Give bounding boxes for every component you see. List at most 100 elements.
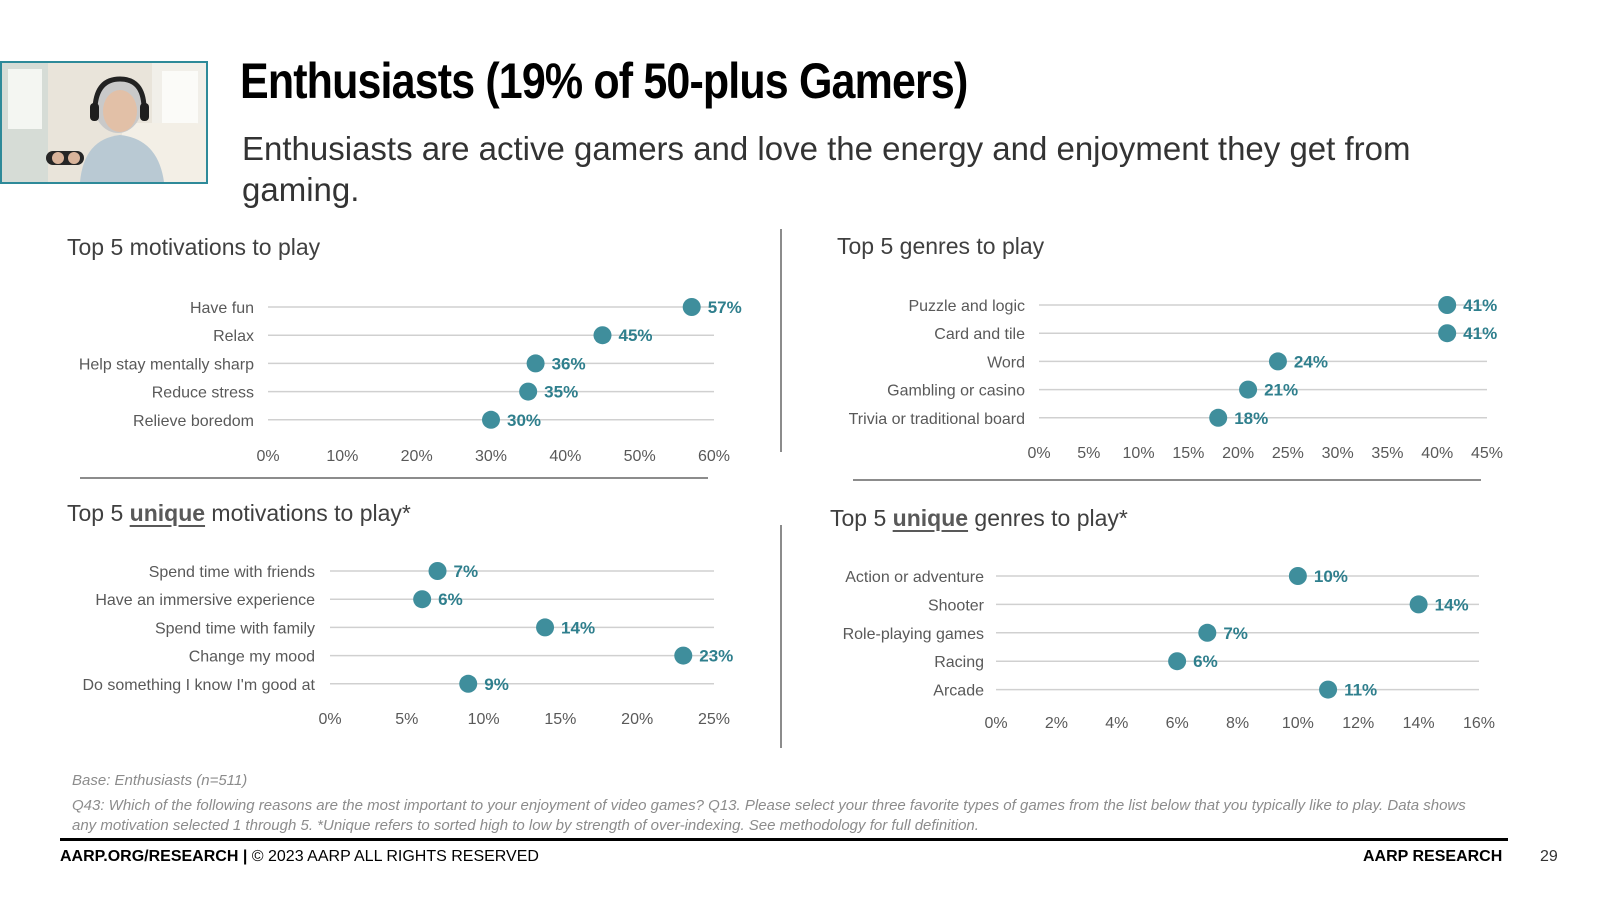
tick-label: 12% bbox=[1342, 715, 1374, 732]
data-point bbox=[674, 646, 693, 665]
tick-label: 30% bbox=[1322, 445, 1354, 462]
tick-label: 16% bbox=[1463, 715, 1495, 732]
chart-title-unique-motivations: Top 5 unique motivations to play* bbox=[67, 500, 411, 527]
data-point bbox=[536, 618, 555, 637]
value-label: 14% bbox=[561, 618, 595, 637]
tick-label: 10% bbox=[1123, 445, 1155, 462]
tick-label: 6% bbox=[1166, 715, 1189, 732]
vertical-divider-bottom bbox=[780, 525, 782, 748]
category-label: Change my mood bbox=[189, 649, 315, 666]
category-label: Arcade bbox=[933, 683, 984, 700]
tick-label: 0% bbox=[984, 715, 1007, 732]
tick-label: 15% bbox=[544, 711, 576, 728]
data-point bbox=[1168, 652, 1187, 671]
tick-label: 0% bbox=[318, 711, 341, 728]
page-number: 29 bbox=[1540, 848, 1558, 865]
tick-label: 2% bbox=[1045, 715, 1068, 732]
footer-rights: © 2023 AARP ALL RIGHTS RESERVED bbox=[247, 848, 539, 865]
chart-title-prefix: Top 5 bbox=[830, 505, 893, 531]
chart-title-unique-genres: Top 5 unique genres to play* bbox=[830, 505, 1128, 532]
tick-label: 10% bbox=[1282, 715, 1314, 732]
data-point bbox=[593, 326, 612, 345]
category-label: Relieve boredom bbox=[133, 413, 254, 430]
category-label: Spend time with friends bbox=[149, 564, 315, 581]
value-label: 7% bbox=[454, 562, 479, 581]
tick-label: 30% bbox=[475, 448, 507, 465]
category-label: Reduce stress bbox=[152, 385, 254, 402]
category-label: Spend time with family bbox=[155, 620, 315, 637]
category-label: Role-playing games bbox=[843, 626, 984, 643]
value-label: 36% bbox=[552, 354, 586, 373]
tick-label: 4% bbox=[1105, 715, 1128, 732]
data-point bbox=[1438, 296, 1457, 314]
category-label: Relax bbox=[213, 328, 254, 345]
value-label: 41% bbox=[1463, 324, 1497, 343]
data-point bbox=[459, 674, 478, 693]
category-label: Have fun bbox=[190, 300, 254, 317]
value-label: 6% bbox=[1193, 652, 1218, 671]
data-point bbox=[482, 410, 500, 429]
footer-site-link[interactable]: AARP.ORG/RESEARCH | bbox=[60, 848, 248, 865]
data-point bbox=[1288, 567, 1307, 585]
data-point bbox=[526, 354, 545, 373]
category-label: Shooter bbox=[928, 597, 985, 614]
base-note: Base: Enthusiasts (n=511) bbox=[72, 772, 248, 789]
tick-label: 50% bbox=[624, 448, 656, 465]
tick-label: 5% bbox=[395, 711, 418, 728]
tick-label: 0% bbox=[256, 448, 279, 465]
data-point bbox=[519, 382, 538, 401]
category-label: Do something I know I'm good at bbox=[82, 677, 315, 694]
horizontal-divider-right bbox=[853, 479, 1481, 481]
footer-copyright: AARP.ORG/RESEARCH | © 2023 AARP ALL RIGH… bbox=[60, 848, 539, 866]
tick-label: 25% bbox=[1272, 445, 1304, 462]
tick-label: 10% bbox=[468, 711, 500, 728]
value-label: 11% bbox=[1344, 681, 1377, 700]
category-label: Racing bbox=[934, 654, 984, 671]
chart-title-genres: Top 5 genres to play bbox=[837, 233, 1044, 260]
value-label: 24% bbox=[1294, 352, 1328, 371]
category-label: Word bbox=[987, 354, 1025, 371]
chart-title-prefix: Top 5 bbox=[67, 500, 130, 526]
category-label: Gambling or casino bbox=[887, 383, 1025, 400]
data-point bbox=[1209, 408, 1228, 427]
data-point bbox=[1239, 380, 1258, 399]
chart-title-emphasis: unique bbox=[892, 505, 969, 531]
footer-rule bbox=[60, 838, 1508, 841]
tick-label: 35% bbox=[1371, 445, 1403, 462]
question-footnote: Q43: Which of the following reasons are … bbox=[72, 797, 1466, 834]
data-point bbox=[413, 590, 432, 609]
tick-label: 5% bbox=[1077, 445, 1100, 462]
footer-brand: AARP RESEARCH bbox=[1363, 848, 1503, 865]
value-label: 30% bbox=[507, 411, 541, 430]
vertical-divider-top bbox=[780, 229, 782, 452]
data-point bbox=[1409, 595, 1428, 614]
tick-label: 15% bbox=[1172, 445, 1204, 462]
chart-title-suffix: genres to play* bbox=[968, 505, 1128, 531]
value-label: 9% bbox=[484, 675, 509, 694]
tick-label: 20% bbox=[1222, 445, 1254, 462]
chart-title-prefix: Top 5 genres to play bbox=[837, 233, 1045, 259]
tick-label: 45% bbox=[1471, 445, 1503, 462]
horizontal-divider-left bbox=[80, 477, 708, 479]
tick-label: 10% bbox=[326, 448, 358, 465]
value-label: 10% bbox=[1314, 567, 1348, 586]
value-label: 35% bbox=[544, 383, 578, 402]
value-label: 45% bbox=[619, 326, 653, 345]
value-label: 7% bbox=[1223, 624, 1248, 643]
chart-title-motivations: Top 5 motivations to play bbox=[67, 234, 320, 261]
tick-label: 14% bbox=[1403, 715, 1435, 732]
data-point bbox=[1198, 623, 1217, 642]
data-point bbox=[682, 298, 701, 316]
chart-title-suffix: motivations to play* bbox=[205, 500, 411, 526]
tick-label: 60% bbox=[698, 448, 730, 465]
tick-label: 0% bbox=[1027, 445, 1050, 462]
woman-gaming-photo bbox=[2, 63, 206, 182]
chart-title-suffix: motivations to play bbox=[129, 234, 321, 260]
category-label: Card and tile bbox=[934, 326, 1025, 343]
tick-label: 25% bbox=[698, 711, 730, 728]
value-label: 23% bbox=[699, 647, 733, 666]
value-label: 21% bbox=[1264, 381, 1298, 400]
value-label: 41% bbox=[1463, 296, 1497, 315]
tick-label: 8% bbox=[1226, 715, 1249, 732]
data-point bbox=[1438, 324, 1457, 343]
